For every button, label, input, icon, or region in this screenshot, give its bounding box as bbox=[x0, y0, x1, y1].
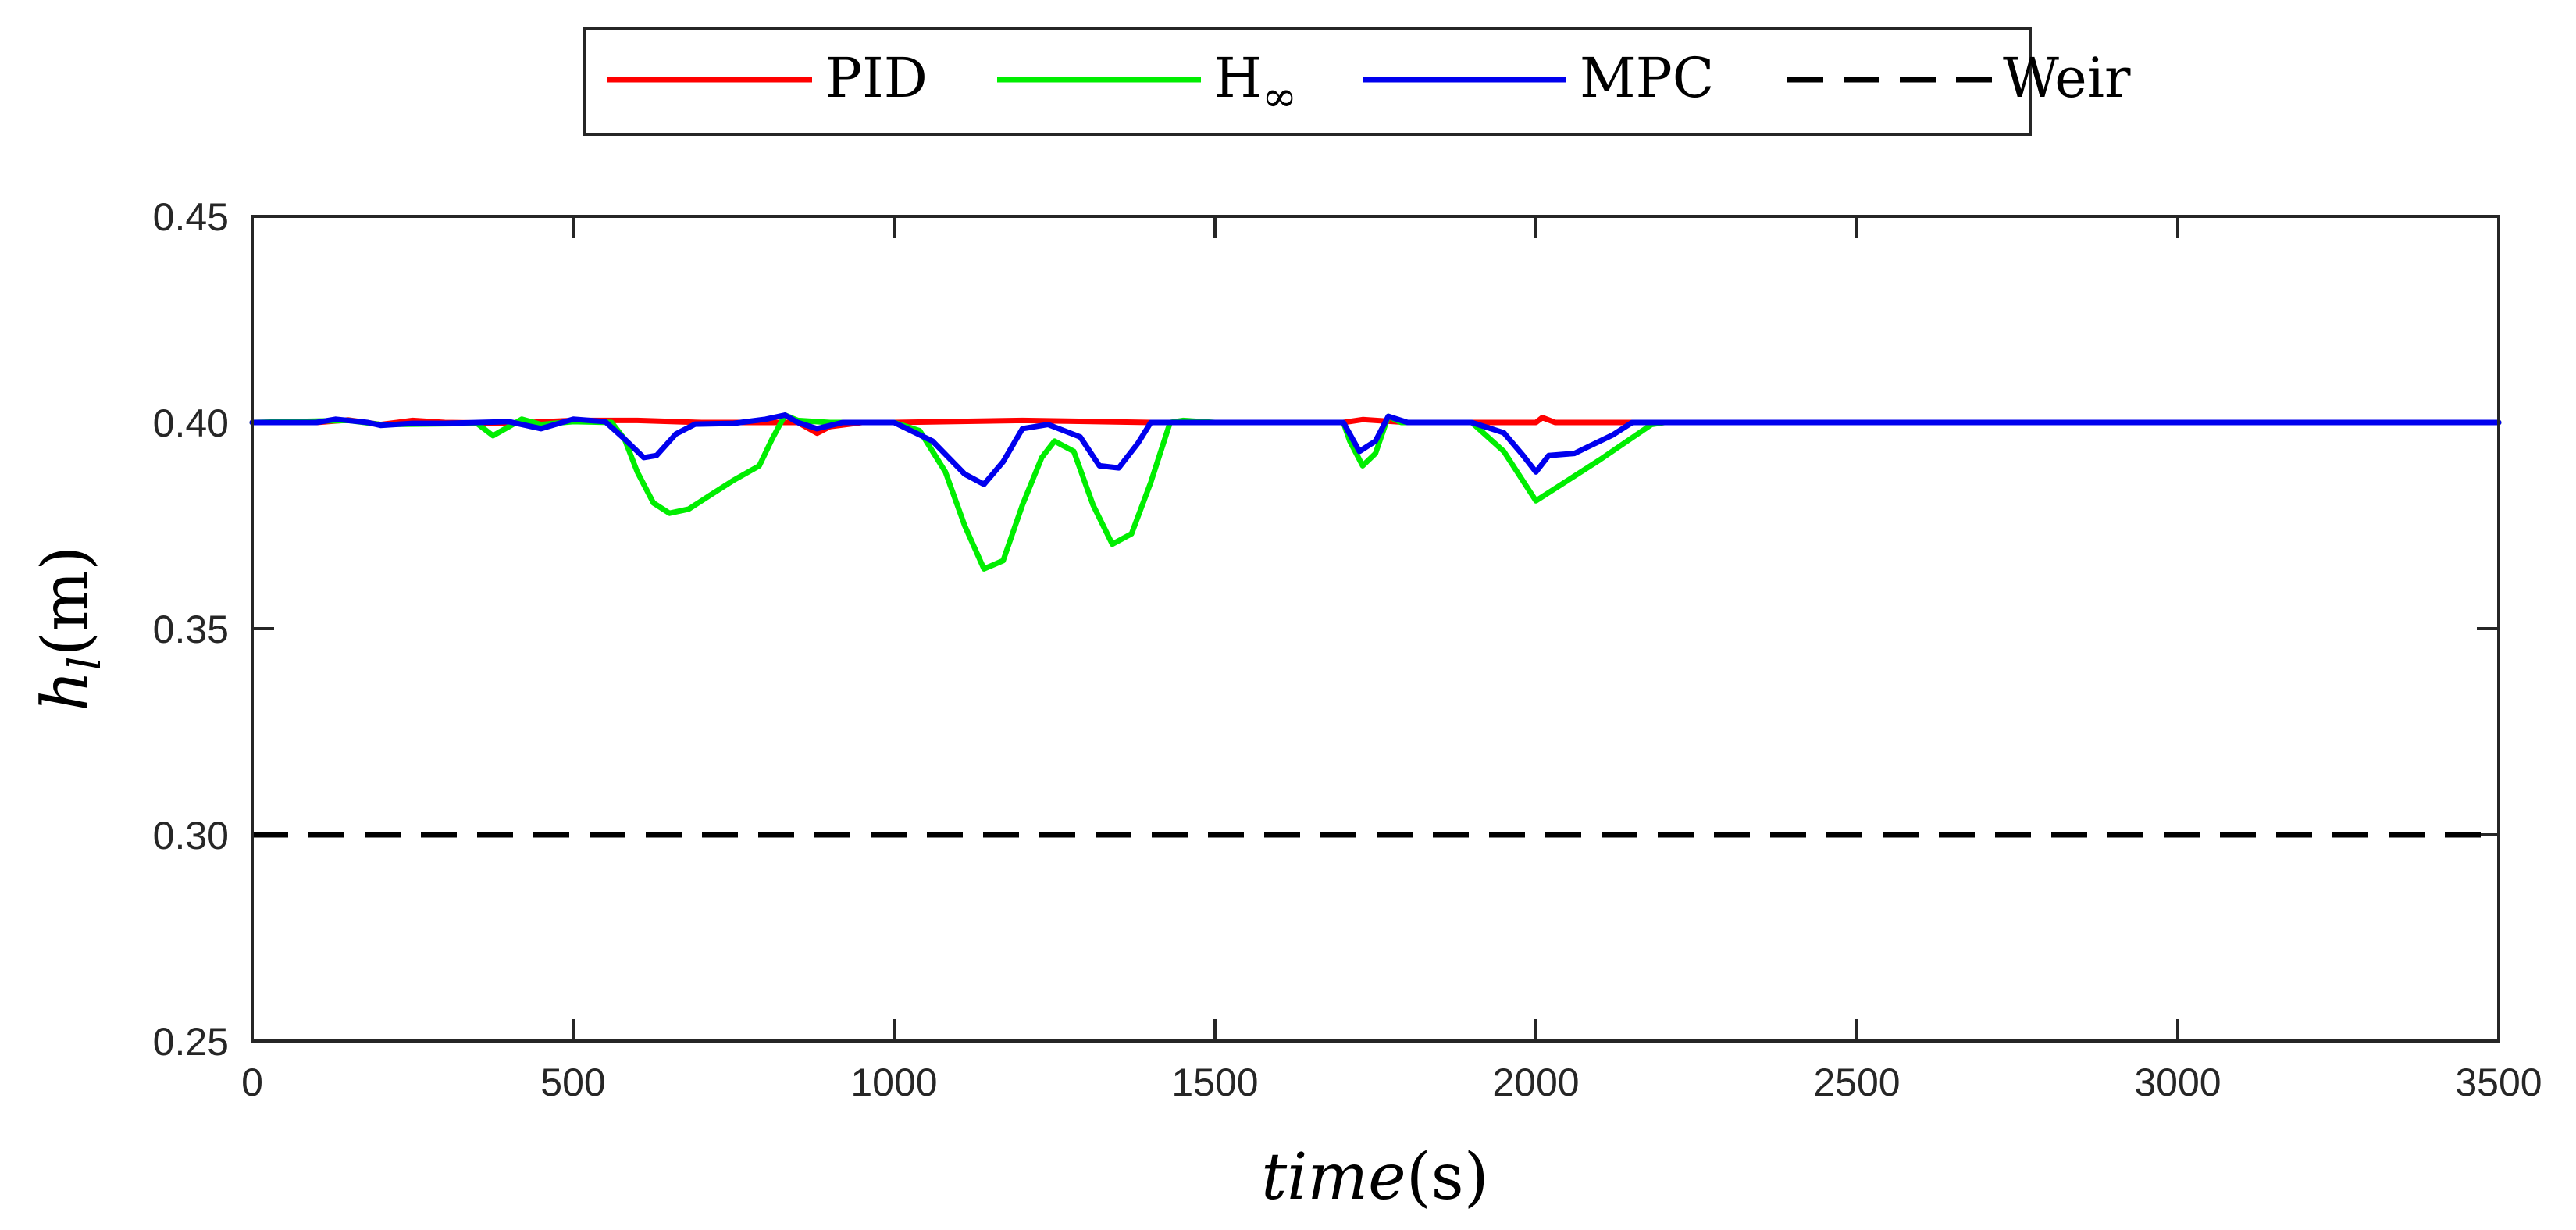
y-tick-label: 0.40 bbox=[153, 401, 229, 445]
legend-label-hinf-main: H bbox=[1214, 46, 1262, 110]
x-axis-title: time(s) bbox=[1261, 1140, 1489, 1214]
axes-frame bbox=[251, 215, 2500, 1043]
x-tick-labels: 0 500 1000 1500 2000 2500 3000 3500 bbox=[241, 1061, 2542, 1104]
plot-area bbox=[252, 216, 2499, 1041]
y-tick-label: 0.35 bbox=[153, 608, 229, 651]
x-tick-label: 3000 bbox=[2134, 1061, 2221, 1104]
y-tick-label: 0.30 bbox=[153, 814, 229, 857]
x-tick-label: 1500 bbox=[1171, 1061, 1258, 1104]
y-axis-title-unit: (m) bbox=[29, 546, 103, 657]
legend-label-mpc: MPC bbox=[1580, 46, 1714, 110]
y-tick-label: 0.45 bbox=[153, 195, 229, 239]
x-axis-title-unit: (s) bbox=[1406, 1140, 1489, 1214]
y-tick-labels: 0.25 0.30 0.35 0.40 0.45 bbox=[153, 195, 229, 1064]
legend-label-hinf-sub: ∞ bbox=[1262, 72, 1297, 121]
legend-label-weir: Weir bbox=[2003, 46, 2131, 110]
y-tick-label: 0.25 bbox=[153, 1020, 229, 1064]
x-tick-label: 2500 bbox=[1813, 1061, 1900, 1104]
series-lines bbox=[249, 412, 2502, 838]
x-tick-label: 3500 bbox=[2455, 1061, 2542, 1104]
x-tick-label: 500 bbox=[540, 1061, 605, 1104]
y-axis-title-main: h bbox=[29, 670, 103, 711]
y-axis-title: hl(m) bbox=[29, 546, 111, 711]
y-axis-title-sub: l bbox=[60, 657, 111, 671]
x-axis-title-italic: time bbox=[1261, 1140, 1406, 1214]
legend: PID H∞ MPC Weir bbox=[583, 27, 2131, 136]
legend-label-pid: PID bbox=[825, 46, 928, 110]
legend-label-hinf: H∞ bbox=[1214, 46, 1297, 121]
x-tick-label: 2000 bbox=[1492, 1061, 1579, 1104]
x-tick-label: 1000 bbox=[850, 1061, 937, 1104]
x-tick-label: 0 bbox=[241, 1061, 263, 1104]
series-line-mpc bbox=[249, 412, 2502, 487]
